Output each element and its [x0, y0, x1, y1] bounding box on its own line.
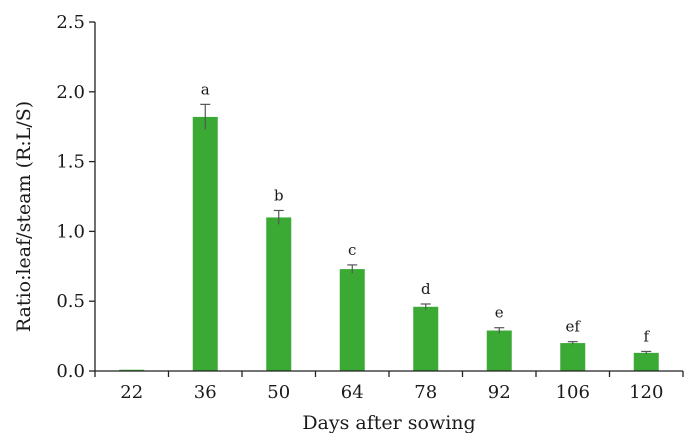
y-tick-label: 0.0	[56, 361, 85, 382]
bar-series: a b c d e ef f	[119, 80, 659, 372]
bar-64	[339, 269, 365, 371]
bar-36	[192, 116, 218, 371]
y-tick-label: 2.0	[56, 82, 85, 103]
y-axis-ticks: 0.0 0.5 1.0 1.5 2.0 2.5	[56, 12, 95, 382]
significance-letter: e	[495, 304, 504, 322]
bar-120	[633, 352, 659, 371]
x-tick-label: 106	[556, 382, 590, 403]
significance-letter: b	[274, 186, 284, 204]
y-tick-label: 1.0	[56, 221, 85, 242]
bar-50	[266, 217, 292, 371]
y-tick-label: 2.5	[56, 12, 85, 33]
x-tick-label: 50	[267, 382, 290, 403]
bar-78	[413, 306, 439, 371]
significance-letter: a	[201, 80, 210, 98]
bar-106	[560, 343, 586, 371]
x-axis-title: Days after sowing	[302, 412, 475, 433]
x-tick-label: 22	[120, 382, 143, 403]
significance-letter: d	[421, 280, 431, 298]
y-tick-label: 0.5	[56, 291, 85, 312]
x-tick-label: 120	[629, 382, 663, 403]
bar-92	[486, 330, 512, 371]
y-axis-title: Ratio:leaf/steam (R:L/S)	[13, 101, 35, 332]
significance-letter: c	[348, 241, 356, 259]
x-tick-label: 78	[414, 382, 437, 403]
x-axis-ticks: 22 36 50 64 78 92 106 120	[94, 371, 684, 403]
x-tick-label: 36	[194, 382, 217, 403]
significance-letter: ef	[566, 318, 582, 336]
significance-letter: f	[643, 327, 650, 345]
y-tick-label: 1.5	[56, 152, 85, 173]
x-tick-label: 64	[341, 382, 364, 403]
x-tick-label: 92	[488, 382, 511, 403]
